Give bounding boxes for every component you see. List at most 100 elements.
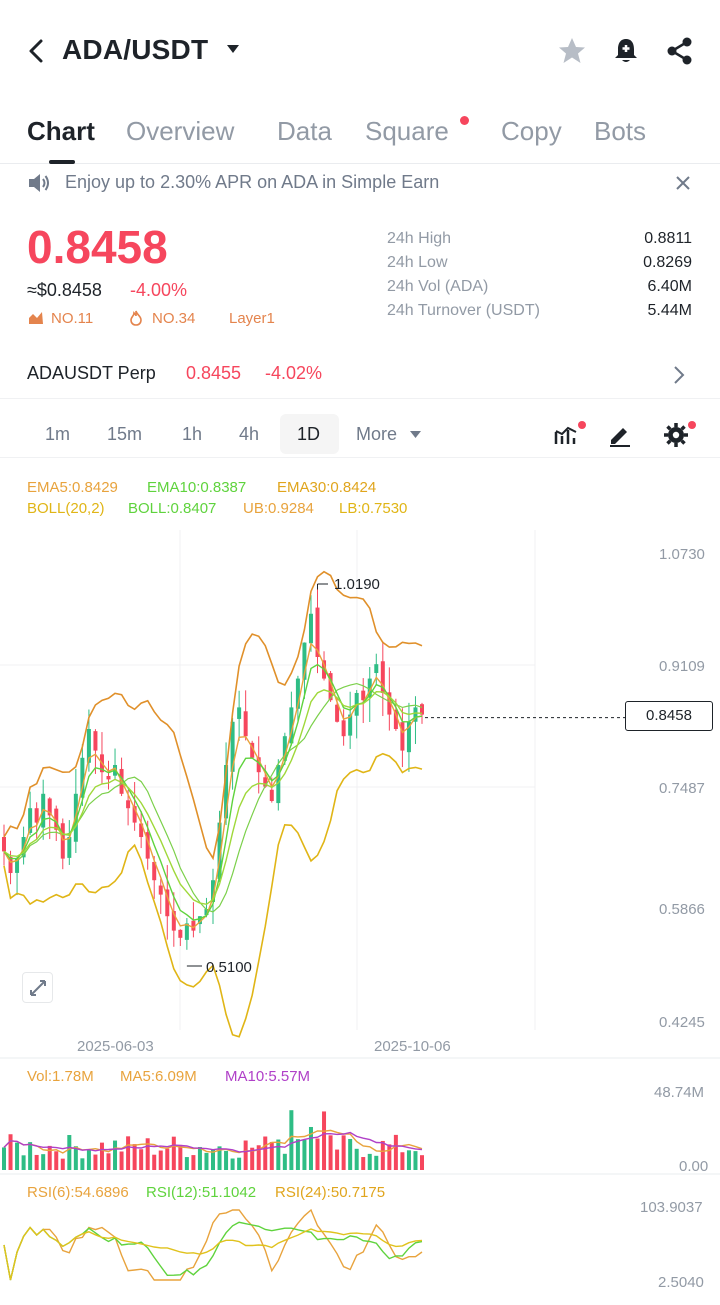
pair-title[interactable]: ADA/USDT (62, 34, 209, 65)
volume-bar (54, 1151, 59, 1170)
interval-4h[interactable]: 4h (239, 424, 260, 444)
indicator-icon[interactable] (554, 422, 580, 448)
candle-body (217, 822, 222, 879)
candle-body (145, 832, 150, 859)
tab-overview[interactable]: Overview (126, 116, 235, 146)
settings-gear-icon[interactable] (663, 422, 689, 448)
star-icon[interactable] (557, 36, 587, 66)
perp-change: -4.02% (265, 363, 323, 383)
candle-body (276, 764, 281, 804)
volume-bar (8, 1134, 13, 1170)
close-icon[interactable] (674, 174, 692, 192)
volume-bar (158, 1150, 163, 1170)
price-alert-bell-icon[interactable] (611, 36, 641, 66)
candle-body (367, 678, 372, 698)
stat-high-label: 24h High (387, 230, 452, 247)
volume-bar (191, 1155, 196, 1170)
ema30-line (3, 689, 423, 906)
header: ADA/USDT (0, 18, 720, 84)
speaker-icon (29, 174, 49, 192)
candle-body (269, 789, 274, 802)
ema10-line (3, 663, 423, 921)
draw-pencil-icon[interactable] (607, 422, 633, 448)
volume-bar (152, 1154, 157, 1170)
volume-bar (145, 1138, 150, 1170)
candle-body (263, 777, 268, 787)
tab-bots[interactable]: Bots (594, 116, 647, 146)
candle-body (250, 742, 255, 758)
volume-bar (165, 1148, 170, 1170)
candle-body (60, 823, 65, 859)
tab-copy[interactable]: Copy (501, 116, 562, 146)
rsi12-label: RSI(12):51.1042 (146, 1184, 257, 1201)
interval-1m[interactable]: 1m (45, 424, 71, 444)
candle-body (126, 800, 131, 809)
volume-bar (197, 1146, 202, 1170)
volume-bar (308, 1126, 313, 1170)
rsi6-line (3, 1208, 423, 1281)
x-tick-label: 2025-06-03 (77, 1038, 154, 1055)
category-badge[interactable]: Layer1 (229, 310, 275, 327)
candle-body (184, 923, 189, 940)
interval-1h[interactable]: 1h (182, 424, 203, 444)
candle-body (308, 613, 313, 644)
candle-body (295, 678, 300, 709)
rank-badge[interactable]: NO.11 (51, 310, 94, 327)
low-marker-label: 0.5100 (206, 959, 252, 976)
back-arrow-icon[interactable] (24, 38, 50, 64)
volume-bar (99, 1142, 104, 1170)
fullscreen-button[interactable] (22, 972, 53, 1003)
volume-bar (73, 1146, 78, 1170)
ema30-label: EMA30:0.8424 (277, 479, 377, 496)
tab-data[interactable]: Data (277, 116, 332, 146)
volume-bar (28, 1142, 33, 1170)
stat-turnover-value: 5.44M (647, 302, 692, 319)
rsi24-label: RSI(24):50.7175 (275, 1184, 386, 1201)
volume-bar (315, 1138, 320, 1170)
interval-1d[interactable]: 1D (297, 424, 321, 444)
last-price: 0.8458 (27, 221, 168, 273)
candle-body (237, 707, 242, 719)
promo-banner[interactable]: Enjoy up to 2.30% APR on ADA in Simple E… (0, 166, 720, 200)
share-icon[interactable] (665, 36, 695, 66)
rsi6-label: RSI(6):54.6896 (27, 1184, 129, 1201)
interval-15m[interactable]: 15m (107, 424, 143, 444)
perp-price: 0.8455 (186, 363, 242, 383)
hot-badge[interactable]: NO.34 (152, 310, 196, 327)
candle-body (139, 823, 144, 838)
candle-body (387, 692, 392, 715)
interval-bar: 1m 15m 1h 4h 1D More (0, 410, 720, 458)
volume-bar (224, 1150, 229, 1170)
candle-body (380, 661, 385, 693)
volume-bar (230, 1158, 235, 1170)
volume-bar (80, 1158, 85, 1170)
tab-chart[interactable]: Chart (27, 116, 95, 146)
volume-bar (361, 1157, 366, 1170)
volume-bar (289, 1110, 294, 1170)
indicator-lines (3, 570, 625, 1038)
tab-square[interactable]: Square (365, 116, 449, 146)
volume-bars (2, 1110, 424, 1170)
volume-bar (393, 1134, 398, 1170)
stat-vol-label: 24h Vol (ADA) (387, 278, 489, 295)
candle-body (106, 775, 111, 780)
candle-body (47, 798, 52, 816)
perp-row[interactable]: ADAUSDT Perp 0.8455 -4.02% (0, 355, 720, 399)
rsi-lines (3, 1208, 423, 1281)
candle-body (230, 721, 235, 772)
caret-down-icon[interactable] (226, 44, 240, 54)
caret-down-icon[interactable] (410, 431, 421, 439)
volume-bar (204, 1152, 209, 1170)
candle-body (406, 721, 411, 753)
volume-bar (269, 1141, 274, 1170)
price-chart[interactable] (0, 468, 720, 1298)
vol-ma10-line (3, 1131, 423, 1153)
interval-more[interactable]: More (356, 424, 398, 444)
volume-bar (302, 1139, 307, 1170)
vol-min-label: 0.00 (679, 1158, 709, 1175)
volume-bar (400, 1152, 405, 1170)
volume-bar (178, 1144, 183, 1170)
candle-body (54, 808, 59, 830)
fire-icon (130, 310, 142, 326)
notification-dot (578, 421, 586, 429)
